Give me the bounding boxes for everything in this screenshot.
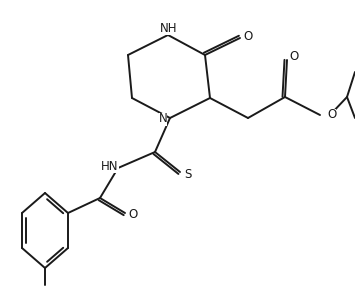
Text: O: O [244,29,253,43]
Text: N: N [159,113,167,126]
Text: S: S [184,168,192,181]
Text: O: O [289,50,299,63]
Text: O: O [327,109,336,122]
Text: O: O [129,209,138,221]
Text: NH: NH [160,22,178,35]
Text: HN: HN [101,160,119,173]
